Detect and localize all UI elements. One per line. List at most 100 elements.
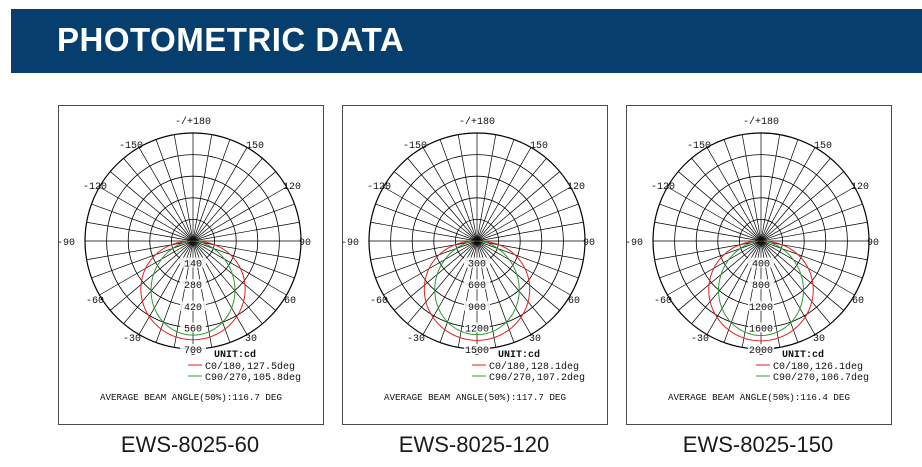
radial-label-bg [180,279,206,290]
c90-curve [150,240,236,336]
angle-label: 90 [867,238,879,249]
angle-label: -120 [651,182,675,193]
angle-label: 120 [567,182,585,193]
angle-spoke [476,158,547,242]
radial-label-bg [180,322,206,333]
angle-spoke [192,186,287,242]
angle-spoke [691,158,762,242]
radial-label-bg [464,344,490,354]
angle-spoke [654,221,762,242]
radial-tick-label: 300 [468,260,486,271]
angle-spoke [476,139,515,242]
c90-curve [434,240,520,336]
radial-tick-label: 420 [184,303,202,314]
angle-spoke [760,139,799,242]
radial-label-bg [180,300,206,311]
unit-label: UNIT:cd [782,349,824,361]
radial-label-bg [748,300,774,311]
model-caption-3: EWS-8025-150 [682,432,834,457]
angle-spoke [760,171,844,242]
angle-spoke [476,147,532,242]
angle-spoke [678,171,762,242]
angle-label: -60 [370,296,388,307]
angle-label: -60 [86,296,104,307]
radial-tick-label: 280 [184,281,202,292]
unit-label: UNIT:cd [498,349,540,361]
angle-label: -/+180 [743,116,779,128]
angle-label: 30 [529,334,541,345]
angle-spoke [192,240,263,324]
photometric-panel-2: -/+180-150150-120120-9090-6060-303003006… [342,105,608,425]
angle-spoke [667,186,762,242]
legend-c0: C0/180,127.5deg [205,361,295,373]
c0-curve [708,240,814,342]
c90-curve [718,240,804,337]
angle-spoke [659,240,762,279]
radial-origin-label: 0 [190,237,196,248]
photometric-panel-3: -/+180 -150 150 -120 120 -90 90 -60 60 -30 30 0 400 8… [626,105,892,425]
radial-label-bg [180,257,206,268]
radial-tick-label: 560 [184,324,202,335]
angle-spoke [476,240,547,324]
angle-spoke [407,240,478,324]
radial-label-bg [748,322,774,333]
angle-spoke [110,171,194,242]
radial-tick-label: 1200 [749,303,773,314]
polar-diagram-3: -/+180 -150 150 -120 120 -90 90 -60 60 -30 30 0 400 8… [627,116,879,403]
angle-spoke [760,240,844,311]
angle-spoke [760,240,863,279]
angle-spoke [760,158,831,242]
angle-label: -90 [343,238,359,249]
angle-label: -90 [59,238,75,249]
average-beam-angle: AVERAGE BEAM ANGLE(50%):117.7 DEG [384,392,566,403]
angle-spoke [383,186,478,242]
angle-spoke [654,240,762,261]
angle-spoke [192,158,263,242]
angle-spoke [760,240,831,324]
radial-tick-label: 140 [184,260,202,271]
angle-spoke [394,171,478,242]
angle-spoke [192,240,248,335]
radial-tick-label: 2000 [749,346,773,357]
page-title: PHOTOMETRIC DATA [57,21,405,58]
angle-label: -/+180 [459,116,495,128]
radial-label-bg [464,322,490,333]
average-beam-angle: AVERAGE BEAM ANGLE(50%):116.4 DEG [668,392,850,403]
angle-label: -60 [654,296,672,307]
radial-tick-label: 600 [468,281,486,292]
angle-label: 60 [284,296,296,307]
legend-c90: C90/270,107.2deg [489,372,585,384]
angle-label: 30 [813,334,825,345]
header-banner: PHOTOMETRIC DATA [11,9,922,73]
angle-spoke [192,240,276,311]
model-caption-2: EWS-8025-120 [398,432,550,457]
angle-spoke [760,147,816,242]
angle-spoke [476,240,584,261]
angle-spoke [86,221,194,242]
angle-spoke [192,139,231,242]
angle-spoke [476,240,560,311]
angle-spoke [476,203,579,242]
radial-tick-label: 800 [752,281,770,292]
angle-spoke [173,134,194,242]
angle-spoke [91,240,194,279]
radial-label-bg [748,344,774,354]
angle-spoke [741,134,762,242]
angle-spoke [375,240,478,279]
angle-spoke [91,203,194,242]
angle-spoke [476,240,532,335]
polar-diagram-1: -/+180 -150 150 -120 120 -90 90 -60 60 -30 30 0 140 2… [59,116,311,403]
polar-diagram-2: -/+180-150150-120120-9090-6060-303003006… [343,116,595,403]
angle-spoke [375,203,478,242]
radial-tick-label: 400 [752,260,770,271]
angle-spoke [110,240,194,311]
legend-c90: C90/270,105.8deg [205,372,301,384]
angle-label: 120 [283,182,301,193]
angle-spoke [760,240,868,261]
radial-label-bg [180,344,206,354]
angle-label: -150 [687,141,711,152]
angle-label: 90 [299,238,311,249]
angle-spoke [192,134,213,242]
angle-spoke [760,221,868,242]
angle-label: 60 [852,296,864,307]
